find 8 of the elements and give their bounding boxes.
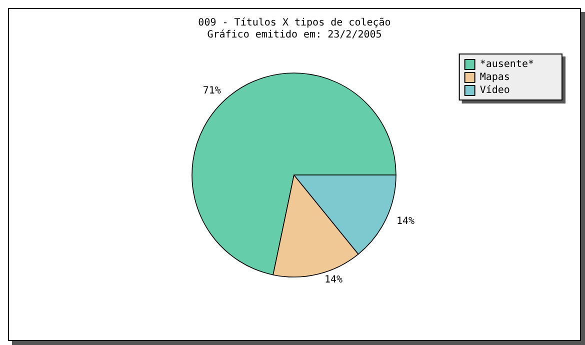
legend-label: Mapas xyxy=(480,72,510,83)
chart-title: 009 - Títulos X tipos de coleção xyxy=(198,18,391,28)
data-label: 14% xyxy=(324,274,343,286)
chart-subtitle: Gráfico emitido em: 23/2/2005 xyxy=(207,30,382,40)
legend-label: *ausente* xyxy=(480,59,534,70)
legend-label: Vídeo xyxy=(480,85,510,96)
data-label: 14% xyxy=(396,216,415,227)
data-label: 71% xyxy=(202,86,221,97)
